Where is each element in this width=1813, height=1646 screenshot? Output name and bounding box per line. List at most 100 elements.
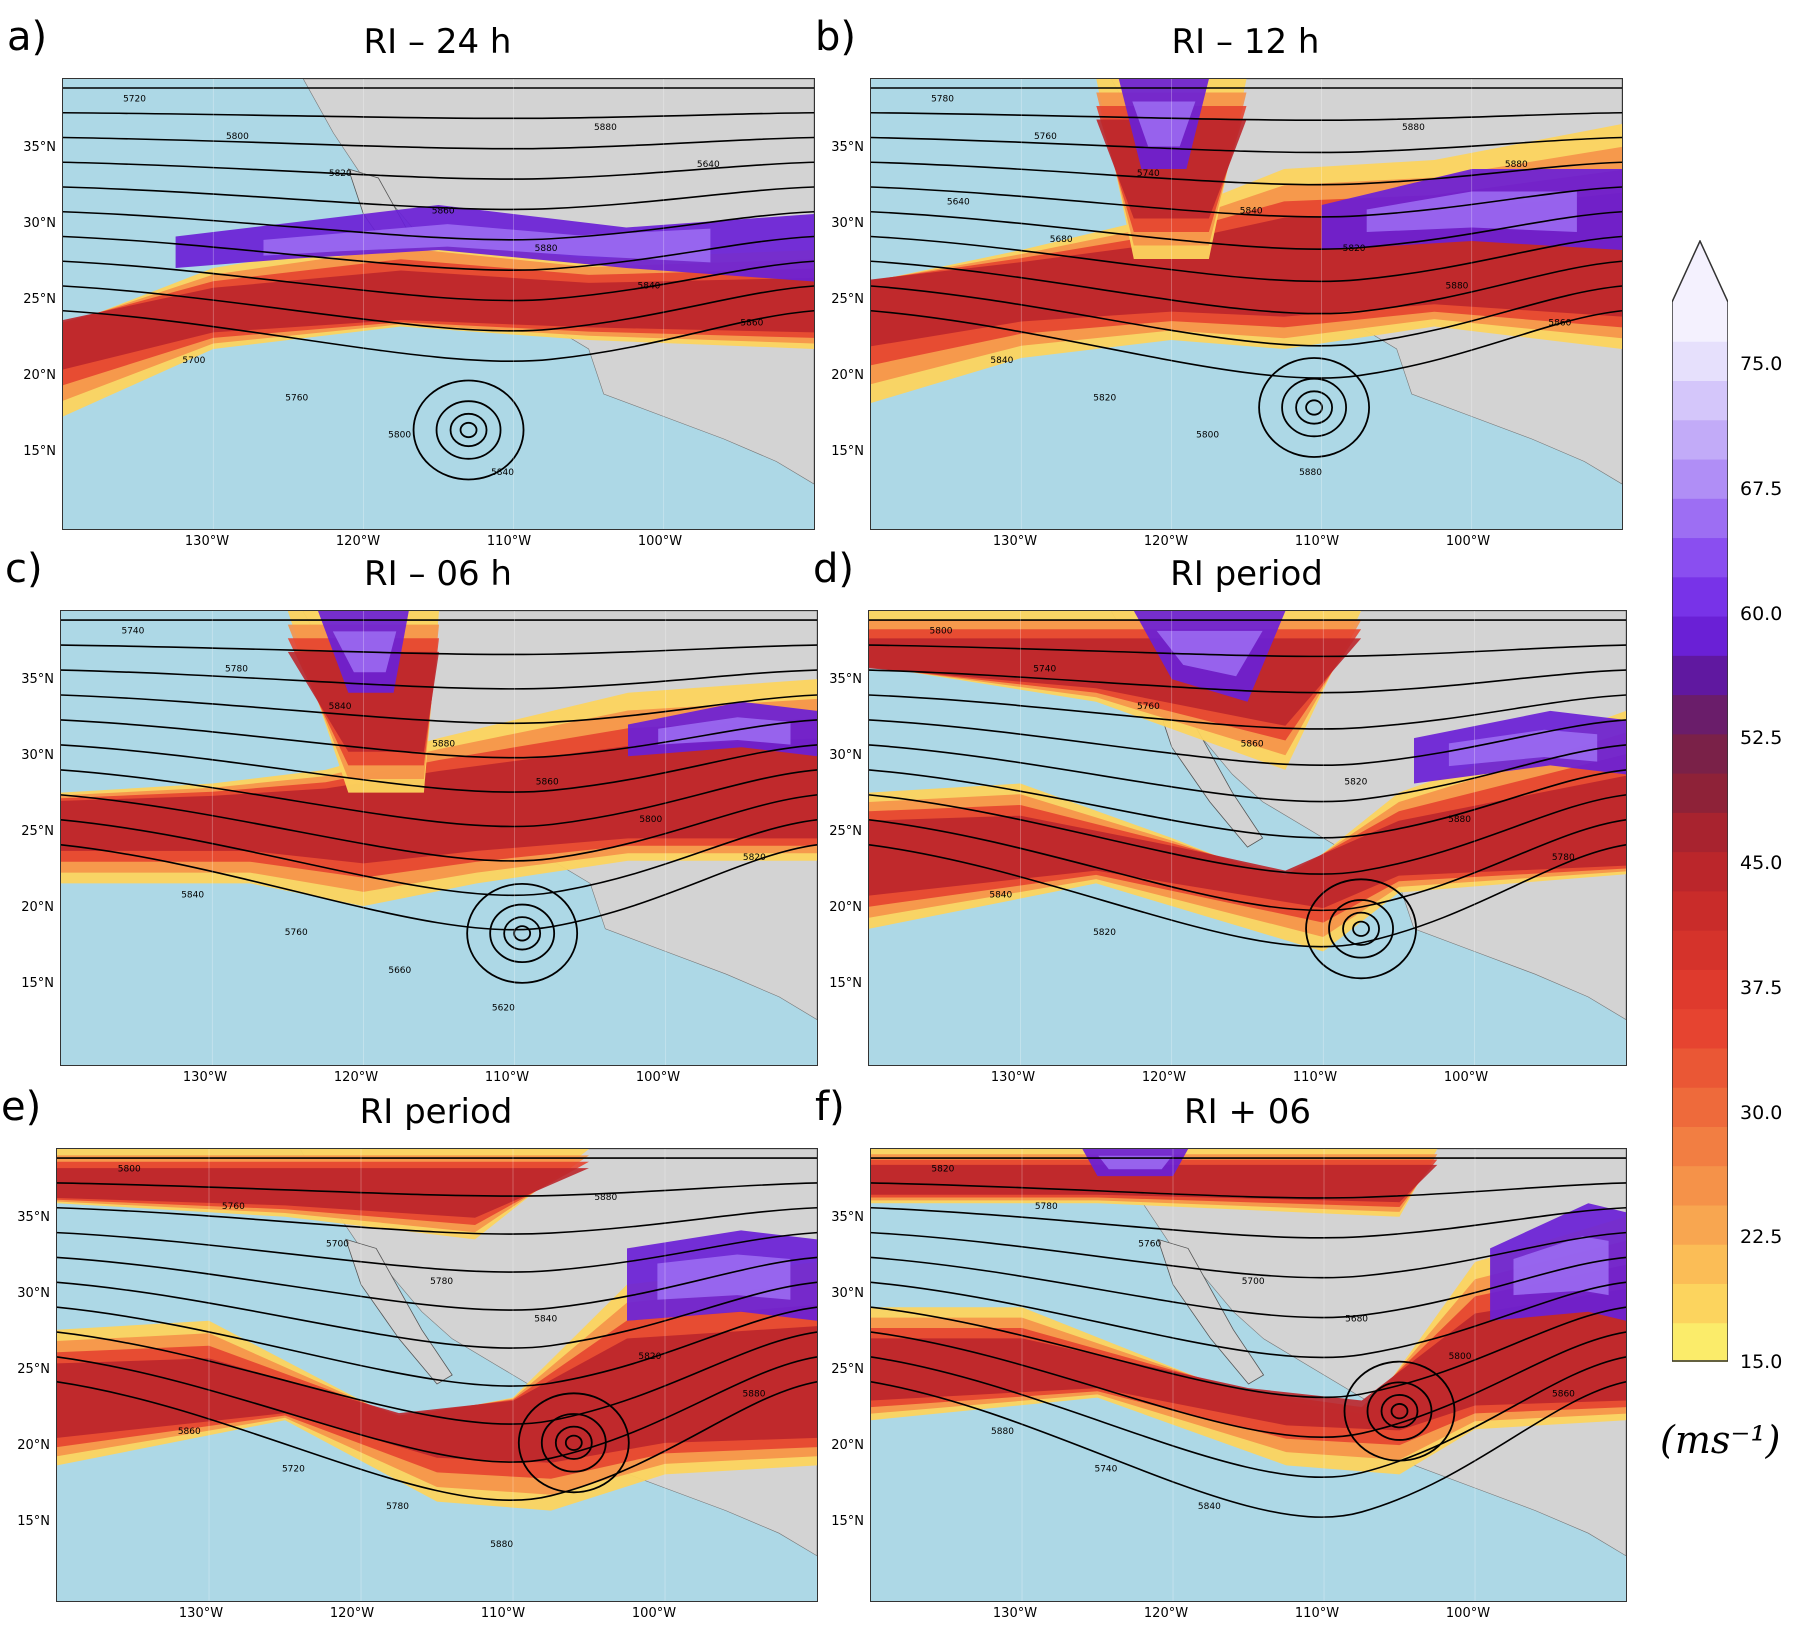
contour-label: 5800 <box>388 431 411 441</box>
cyclone-contour <box>1281 377 1347 438</box>
height-contour <box>869 794 1626 875</box>
map-svg: 5720 5800 5820 5860 5880 5840 5860 5700 5760 5800… <box>63 79 814 529</box>
contour-label: 5780 <box>931 95 954 105</box>
wind-band-inner <box>57 1168 589 1218</box>
contour-label: 5880 <box>1402 123 1425 133</box>
height-contour <box>869 844 1626 948</box>
colorbar-segment <box>1672 419 1728 460</box>
lon-tick-label: 120°W <box>329 1606 375 1621</box>
lat-tick-label: 25°N <box>21 824 54 839</box>
lon-tick-label: 130°W <box>990 1070 1036 1085</box>
height-contour <box>63 260 814 302</box>
height-contour <box>871 1356 1626 1478</box>
lat-tick-label: 25°N <box>831 292 864 307</box>
map-area: 5800 5760 5700 5780 5840 5820 5880 5860 5720 5780… <box>56 1148 818 1602</box>
panel-title: RI period <box>359 1092 513 1132</box>
colorbar <box>1671 239 1729 1363</box>
lon-tick-label: 110°W <box>484 1070 530 1085</box>
contour-label: 5880 <box>1505 160 1528 170</box>
height-contour <box>57 1331 817 1425</box>
cyclone-contour <box>1328 899 1394 959</box>
height-contour <box>871 161 1622 186</box>
height-contour <box>57 1182 817 1197</box>
lat-tick-label: 25°N <box>829 824 862 839</box>
lon-tick-label: 130°W <box>992 1606 1038 1621</box>
contour-label: 5880 <box>991 1427 1014 1437</box>
lon-tick-label: 130°W <box>182 1070 228 1085</box>
lat-tick-label: 35°N <box>21 672 54 687</box>
height-contour <box>871 1281 1626 1359</box>
contour-label: 5780 <box>1552 853 1575 863</box>
colorbar-segment <box>1672 969 1728 1010</box>
contour-label: 5820 <box>329 169 352 179</box>
contour-label: 5860 <box>740 319 763 329</box>
colorbar-segment <box>1672 1244 1728 1284</box>
lat-tick-label: 35°N <box>17 1210 50 1225</box>
contour-label: 5800 <box>1449 1352 1472 1362</box>
colorbar-segment <box>1672 537 1728 578</box>
colorbar-segment <box>1672 1047 1728 1088</box>
lon-tick-label: 100°W <box>635 1070 681 1085</box>
cyclone-contour <box>459 421 478 439</box>
height-contour <box>871 1231 1626 1279</box>
panel-letter: c) <box>5 546 43 592</box>
lat-tick-label: 20°N <box>17 1438 50 1453</box>
contour-label: 5840 <box>491 468 514 478</box>
map-svg: 5780 5760 5740 5840 5820 5880 5860 5840 5820 5800… <box>871 79 1622 529</box>
contour-label: 5840 <box>989 890 1012 900</box>
contour-label: 5840 <box>638 281 661 291</box>
lon-tick-label: 120°W <box>1141 1070 1187 1085</box>
contour-label: 5860 <box>1552 1390 1575 1400</box>
contour-label: 5640 <box>947 198 970 208</box>
colorbar-tick-label: 75.0 <box>1740 353 1783 376</box>
colorbar-segment <box>1672 1283 1728 1324</box>
lon-tick-label: 130°W <box>178 1606 224 1621</box>
colorbar-segment <box>1672 655 1728 696</box>
panel-title: RI – 12 h <box>1171 22 1320 62</box>
lon-tick-label: 110°W <box>1294 534 1340 549</box>
contour-label: 5740 <box>1137 169 1160 179</box>
colorbar-segment <box>1672 616 1728 656</box>
height-contour <box>869 694 1626 730</box>
colorbar-segment <box>1672 576 1728 617</box>
panel-title: RI – 06 h <box>364 554 512 594</box>
jet-core-max <box>657 1254 791 1300</box>
height-contour <box>57 1281 817 1349</box>
map-svg: 5800 5760 5700 5780 5840 5820 5880 5860 5720 5780… <box>57 1149 817 1601</box>
contour-label: 5880 <box>743 1390 766 1400</box>
height-contour <box>57 1306 817 1387</box>
lon-tick-label: 120°W <box>333 1070 379 1085</box>
height-contour <box>63 161 814 180</box>
lat-tick-label: 25°N <box>23 292 56 307</box>
contour-label: 5880 <box>594 123 617 133</box>
lat-tick-label: 15°N <box>829 976 862 991</box>
lon-tick-label: 100°W <box>1443 1070 1489 1085</box>
cyclone-contour <box>489 903 556 964</box>
contour-label: 5720 <box>123 95 146 105</box>
height-contour <box>61 719 817 759</box>
lon-tick-label: 130°W <box>992 534 1038 549</box>
height-contour <box>63 285 814 332</box>
height-contour <box>869 644 1626 658</box>
contour-label: 5820 <box>743 853 766 863</box>
map-area: 5720 5800 5820 5860 5880 5840 5860 5700 5760 5800… <box>62 78 815 530</box>
jet-core-max <box>1132 101 1196 147</box>
colorbar-tick-label: 60.0 <box>1740 602 1783 625</box>
height-contour <box>871 1182 1626 1199</box>
lat-tick-label: 20°N <box>829 900 862 915</box>
colorbar-segment <box>1672 380 1728 421</box>
lat-tick-label: 20°N <box>831 368 864 383</box>
lat-tick-label: 35°N <box>23 140 56 155</box>
cyclone-contour <box>1305 399 1323 416</box>
contour-label: 5840 <box>181 890 204 900</box>
height-contour <box>63 309 814 363</box>
height-contour <box>63 210 814 241</box>
map-svg: 5820 5780 5760 5700 5680 5800 5860 5880 5740 5840 <box>871 1149 1626 1601</box>
lat-tick-label: 30°N <box>21 748 54 763</box>
contour-label: 5700 <box>182 356 205 366</box>
map-area: 5800 5740 5760 5860 5820 5880 5780 5840 5820 <box>868 610 1627 1066</box>
contour-label: 5680 <box>1345 1315 1368 1325</box>
lat-tick-label: 15°N <box>831 1514 864 1529</box>
lat-tick-label: 30°N <box>23 216 56 231</box>
map-svg: 5800 5740 5760 5860 5820 5880 5780 5840 5820 <box>869 611 1626 1065</box>
